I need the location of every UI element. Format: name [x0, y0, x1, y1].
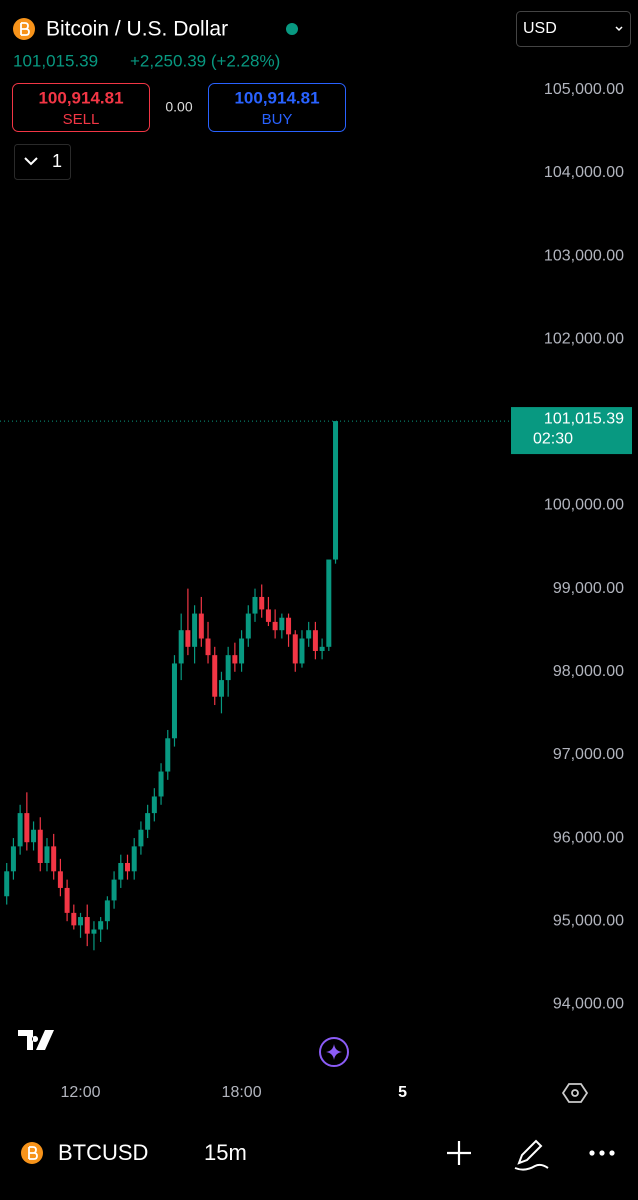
indicator-toggle[interactable] — [14, 144, 71, 180]
candle-body — [259, 596, 265, 610]
footer-symbol[interactable]: BTCUSD — [58, 1140, 148, 1165]
y-tick-label: 98,000.00 — [553, 663, 624, 680]
add-button[interactable] — [447, 1141, 471, 1165]
sparkle — [326, 1044, 342, 1060]
x-tick-label: 5 — [398, 1084, 407, 1101]
sell-label: SELL — [63, 111, 100, 128]
candle-body — [185, 630, 191, 647]
chevron — [24, 157, 38, 166]
settings-dot — [571, 1089, 579, 1097]
y-tick-label: 99,000.00 — [553, 580, 624, 597]
candle-body — [299, 638, 305, 664]
candle-body — [24, 813, 30, 843]
candle-body — [165, 738, 171, 772]
candle-body — [125, 862, 130, 872]
more-button[interactable] — [589, 1150, 615, 1156]
y-tick-label: 96,000.00 — [553, 829, 624, 846]
candle-body — [104, 900, 110, 922]
chevron — [615, 26, 623, 32]
sell-price: 100,914.81 — [38, 88, 123, 107]
candle-body — [319, 646, 325, 651]
buy-price: 100,914.81 — [234, 88, 319, 107]
candle-body — [17, 813, 23, 847]
candle-body — [84, 917, 90, 934]
candle-body — [252, 596, 258, 614]
market-status — [286, 23, 298, 35]
settings-button[interactable] — [561, 1083, 589, 1103]
last-price-label: 101,015.39 — [544, 410, 624, 427]
candle-body — [205, 638, 211, 656]
candle-body — [131, 846, 137, 872]
candle-body — [292, 634, 298, 664]
candle-body — [225, 655, 231, 681]
candle-body — [306, 630, 312, 639]
candle-body — [31, 829, 37, 843]
candle-body — [212, 655, 218, 697]
candle-body — [279, 617, 285, 631]
coin-glyph — [20, 22, 30, 36]
y-tick-label: 95,000.00 — [553, 912, 624, 929]
candle-body — [57, 871, 63, 888]
y-tick-label: 102,000.00 — [544, 330, 624, 347]
buy-label: BUY — [262, 111, 293, 128]
spread: 0.00 — [165, 99, 192, 115]
candle-body — [37, 829, 43, 863]
indicator-count: 1 — [52, 151, 62, 171]
symbol-title: Bitcoin / U.S. Dollar — [46, 18, 228, 41]
sell-button[interactable] — [12, 83, 150, 132]
candle-body — [64, 887, 70, 913]
plot: 94,000.00 95,000.00 96,000.00 97,000.00 98,0… — [0, 81, 632, 1101]
last-price-box — [511, 407, 632, 455]
candle-body — [333, 421, 339, 560]
candle-body — [245, 613, 251, 639]
candle-body — [138, 829, 144, 847]
x-tick-label: 12:00 — [61, 1084, 101, 1101]
price: 101,015.39 — [13, 51, 98, 70]
candle-body — [232, 655, 238, 664]
candle-body — [171, 663, 177, 739]
y-tick-label: 103,000.00 — [544, 247, 624, 264]
candle-body — [98, 921, 104, 930]
footer-interval[interactable]: 15m — [204, 1140, 247, 1165]
y-tick-label: 94,000.00 — [553, 996, 624, 1013]
countdown: 02:30 — [533, 430, 573, 447]
candle-body — [312, 630, 318, 651]
currency-select[interactable] — [516, 11, 631, 47]
currency: USD — [523, 20, 557, 37]
candle-body — [198, 613, 204, 639]
change: +2,250.39 (+2.28%) — [130, 51, 280, 70]
candle-body — [111, 879, 117, 901]
candle-body — [265, 609, 271, 622]
candle-body — [91, 929, 97, 934]
candle-body — [192, 613, 198, 647]
candle-body — [71, 912, 77, 926]
y-tick-label: 97,000.00 — [553, 746, 624, 763]
candle-body — [44, 846, 50, 863]
logo — [18, 1030, 54, 1050]
candle-body — [272, 621, 278, 631]
y-tick-label: 105,000.00 — [544, 81, 624, 98]
candle-body — [118, 862, 124, 880]
candle-body — [286, 617, 292, 635]
candle-body — [4, 871, 10, 897]
candle-body — [151, 796, 157, 814]
candle-body — [326, 559, 332, 647]
candle-body — [158, 771, 164, 797]
candle-body — [178, 630, 184, 664]
candle-body — [78, 917, 84, 926]
assistant-button[interactable] — [319, 1037, 349, 1067]
candle-body — [218, 680, 224, 697]
coin-glyph — [28, 1146, 38, 1160]
draw-button[interactable] — [514, 1139, 549, 1171]
buy-button[interactable] — [208, 83, 346, 132]
y-tick-label: 100,000.00 — [544, 497, 624, 514]
candle-body — [10, 846, 16, 872]
candle-body — [145, 813, 151, 830]
candle-body — [239, 638, 245, 664]
x-tick-label: 18:00 — [222, 1084, 262, 1101]
candle-body — [51, 846, 57, 872]
y-tick-label: 104,000.00 — [544, 164, 624, 181]
